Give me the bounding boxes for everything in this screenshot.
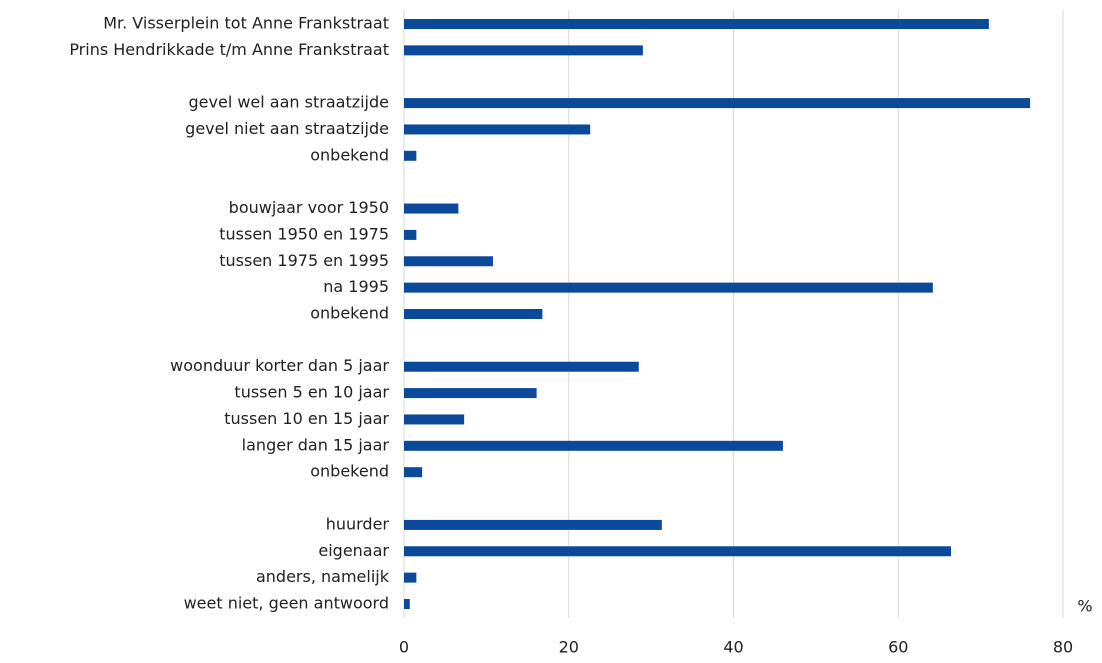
y-tick-label: tussen 10 en 15 jaar — [224, 409, 389, 428]
bar — [404, 572, 417, 583]
y-tick-label: eigenaar — [318, 541, 389, 560]
x-tick-label: 60 — [888, 638, 908, 657]
y-tick-label: weet niet, geen antwoord — [184, 594, 389, 613]
y-tick-label: langer dan 15 jaar — [242, 435, 390, 454]
y-tick-label: gevel wel aan straatzijde — [189, 93, 390, 112]
bar — [404, 203, 459, 214]
x-tick-label: 40 — [723, 638, 743, 657]
y-tick-label: tussen 1975 en 1995 — [219, 251, 389, 270]
bar — [404, 361, 639, 372]
y-tick-label: huurder — [326, 514, 390, 533]
y-tick-label: gevel niet aan straatzijde — [185, 119, 389, 138]
bar — [404, 414, 465, 425]
y-tick-label: Prins Hendrikkade t/m Anne Frankstraat — [69, 40, 389, 59]
x-tick-label: 20 — [559, 638, 579, 657]
y-tick-label: onbekend — [310, 304, 389, 323]
y-tick-label: na 1995 — [323, 277, 389, 296]
bar — [404, 256, 493, 267]
x-tick-label: 80 — [1053, 638, 1073, 657]
bar — [404, 309, 543, 319]
x-tick-label: 0 — [399, 638, 409, 657]
y-tick-label: onbekend — [310, 145, 389, 164]
bar — [404, 98, 1031, 109]
bar — [404, 282, 933, 293]
bar — [404, 229, 417, 240]
y-tick-label: Mr. Visserplein tot Anne Frankstraat — [103, 14, 389, 33]
y-tick-label: tussen 1950 en 1975 — [219, 224, 389, 243]
bar — [404, 388, 537, 399]
bar — [404, 599, 410, 609]
y-tick-label: anders, namelijk — [256, 567, 390, 586]
y-tick-label: onbekend — [310, 462, 389, 481]
bar — [404, 440, 783, 451]
y-tick-label: woonduur korter dan 5 jaar — [170, 356, 389, 375]
bar — [404, 150, 417, 161]
y-tick-label: bouwjaar voor 1950 — [229, 198, 389, 217]
bar — [404, 19, 989, 29]
bar — [404, 124, 591, 135]
bar — [404, 467, 423, 478]
bar — [404, 519, 662, 530]
y-tick-label: tussen 5 en 10 jaar — [234, 383, 389, 402]
bar — [404, 546, 951, 557]
x-axis-label: % — [1077, 597, 1092, 616]
bar — [404, 45, 643, 56]
